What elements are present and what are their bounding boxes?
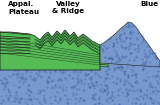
Text: Appal.
Plateau: Appal. Plateau	[8, 1, 39, 14]
Polygon shape	[100, 22, 160, 67]
Polygon shape	[0, 32, 30, 38]
Polygon shape	[0, 30, 100, 70]
Polygon shape	[0, 44, 108, 61]
Polygon shape	[0, 47, 108, 63]
Polygon shape	[0, 36, 108, 55]
Text: Valley
& Ridge: Valley & Ridge	[52, 1, 84, 14]
Text: Blue: Blue	[140, 1, 158, 7]
Polygon shape	[0, 41, 108, 59]
Polygon shape	[0, 57, 160, 105]
Polygon shape	[0, 50, 108, 65]
Polygon shape	[0, 38, 108, 57]
Polygon shape	[0, 53, 108, 67]
